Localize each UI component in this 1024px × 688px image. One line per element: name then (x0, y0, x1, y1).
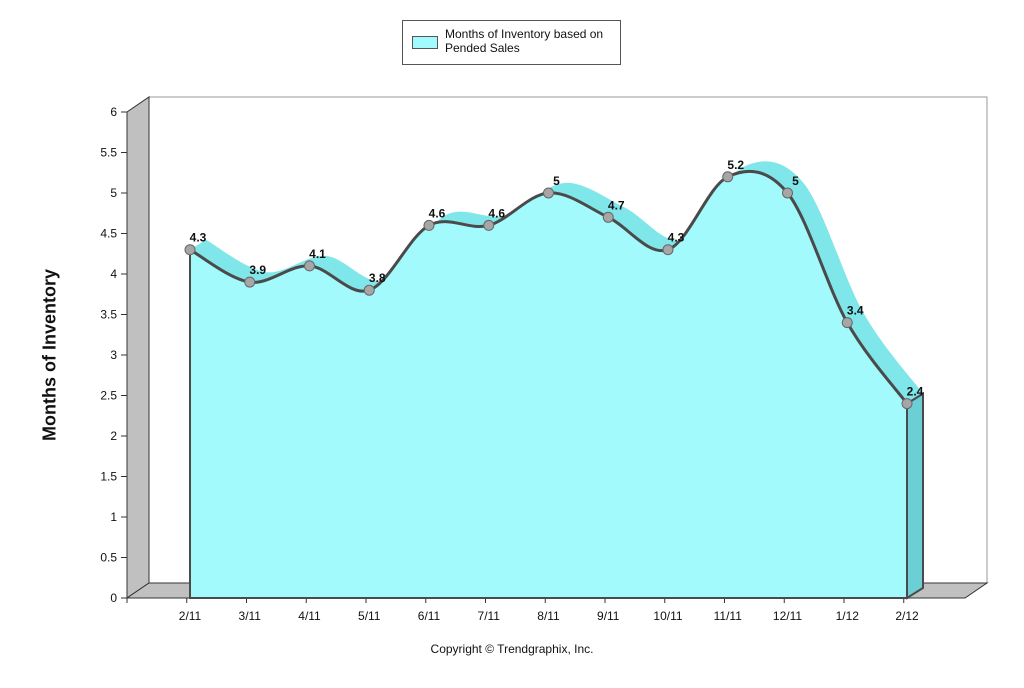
data-label: 4.3 (190, 231, 207, 245)
y-tick-label: 4.5 (100, 227, 117, 241)
data-label: 2.4 (907, 385, 924, 399)
data-point (602, 211, 614, 223)
y-tick-label: 5 (110, 186, 117, 200)
y-tick-label: 6 (110, 105, 117, 119)
data-label: 3.9 (249, 263, 266, 277)
legend-label: Months of Inventory based on Pended Sale… (445, 27, 604, 55)
legend: Months of Inventory based on Pended Sale… (402, 20, 621, 65)
side-wall (126, 96, 150, 599)
data-point (423, 219, 435, 231)
y-tick-label: 2 (110, 429, 117, 443)
data-label: 5 (553, 174, 560, 188)
x-tick-label: 10/11 (653, 609, 682, 623)
y-tick-label: 1 (110, 510, 117, 524)
data-point (841, 317, 853, 329)
data-point (304, 260, 315, 272)
data-point (901, 398, 913, 410)
y-tick-label: 0 (110, 591, 117, 605)
y-tick-label: 4 (110, 267, 117, 281)
data-label: 4.7 (608, 198, 625, 212)
data-label: 4.6 (488, 206, 505, 220)
data-label: 5.2 (727, 158, 744, 172)
x-tick-label: 1/12 (836, 609, 860, 623)
data-label: 3.4 (847, 304, 864, 318)
y-axis-title: Months of Inventory (39, 269, 60, 441)
x-tick-label: 9/11 (597, 609, 620, 623)
y-tick-label: 3 (110, 348, 117, 362)
x-tick-label: 2/11 (179, 609, 202, 623)
data-label: 4.6 (429, 206, 446, 220)
y-tick-label: 1.5 (100, 470, 117, 484)
data-point (543, 187, 554, 199)
y-tick-label: 3.5 (100, 308, 117, 322)
data-point (782, 187, 793, 199)
area-side-face (906, 391, 924, 600)
data-point (184, 244, 196, 256)
x-tick-label: 7/11 (478, 609, 501, 623)
x-tick-label: 5/11 (358, 609, 381, 623)
data-label: 3.8 (369, 271, 386, 285)
legend-swatch (412, 36, 438, 49)
data-point (363, 284, 375, 296)
y-tick-label: 2.5 (100, 389, 117, 403)
data-point (662, 244, 674, 256)
x-tick-label: 12/11 (773, 609, 802, 623)
y-tick-label: 5.5 (100, 146, 117, 160)
data-point (722, 171, 734, 183)
data-label: 4.1 (309, 247, 326, 261)
x-tick-label: 3/11 (239, 609, 262, 623)
data-point (244, 276, 256, 288)
x-tick-label: 8/11 (537, 609, 560, 623)
x-tick-label: 4/11 (298, 609, 321, 623)
data-label: 5 (792, 174, 799, 188)
x-tick-label: 6/11 (418, 609, 441, 623)
data-point (483, 219, 495, 231)
data-label: 4.3 (668, 231, 685, 245)
y-tick-label: 0.5 (100, 551, 117, 565)
x-tick-label: 2/12 (895, 609, 919, 623)
x-tick-label: 11/11 (714, 609, 743, 623)
copyright-text: Copyright © Trendgraphix, Inc. (430, 642, 594, 656)
